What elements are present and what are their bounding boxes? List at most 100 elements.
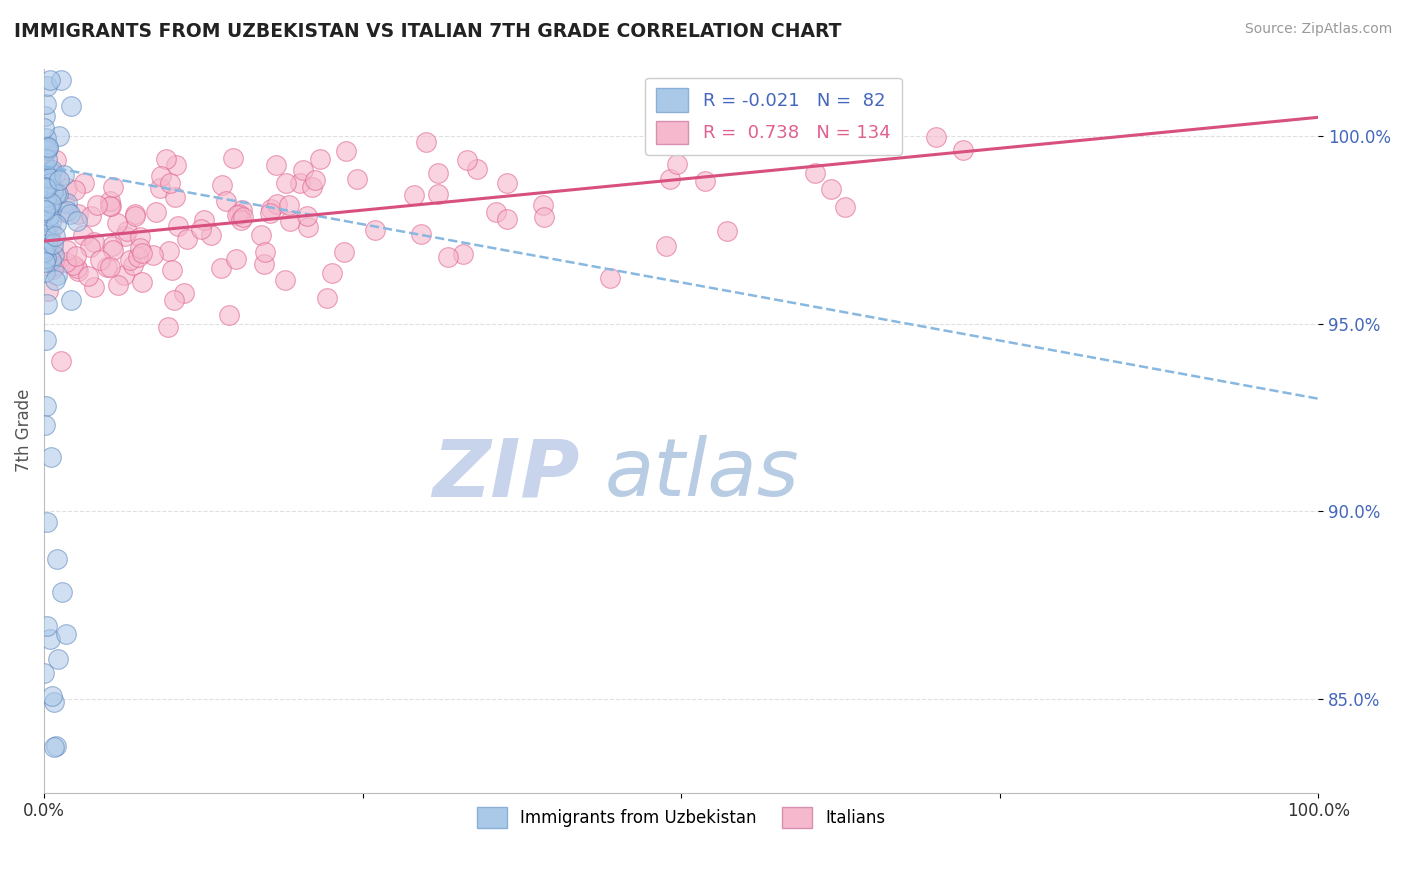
Text: ZIP: ZIP [432, 435, 579, 513]
Point [415, 136, 437, 150]
Point [34, 179, 56, 194]
Point [56, 203, 79, 218]
Point [55, 627, 77, 641]
Point [37, 139, 59, 153]
Point [218, 309, 240, 323]
Point [52, 169, 75, 183]
Point [34, 417, 56, 432]
Point [35, 297, 58, 311]
Point [124, 209, 146, 223]
Point [229, 213, 252, 227]
Point [34, 131, 56, 145]
Point [112, 268, 135, 282]
Point [309, 152, 332, 166]
Point [157, 244, 180, 259]
Point [209, 261, 232, 276]
Point [37, 214, 59, 228]
Point [44, 229, 66, 244]
Point [34, 139, 56, 153]
Point [56, 195, 79, 210]
Point [38, 632, 60, 647]
Point [115, 224, 138, 238]
Point [193, 213, 215, 227]
Point [77, 268, 100, 283]
Point [35, 153, 58, 167]
Point [66, 207, 89, 221]
Point [39, 196, 62, 211]
Point [37, 619, 59, 633]
Point [599, 271, 621, 285]
Point [131, 246, 153, 260]
Point [232, 211, 254, 225]
Point [45, 739, 67, 753]
Point [335, 145, 357, 159]
Point [42, 185, 65, 199]
Point [228, 207, 250, 221]
Point [39, 170, 62, 185]
Point [46, 552, 69, 566]
Point [34, 139, 56, 153]
Point [35, 181, 58, 195]
Point [159, 177, 181, 191]
Point [51, 584, 73, 599]
Point [35, 79, 58, 94]
Point [44, 272, 66, 286]
Point [304, 172, 326, 186]
Point [436, 250, 458, 264]
Point [98, 199, 121, 213]
Point [101, 238, 124, 252]
Point [665, 157, 688, 171]
Point [59, 99, 82, 113]
Point [66, 213, 89, 227]
Point [39, 224, 62, 238]
Point [45, 153, 67, 167]
Point [34, 333, 56, 347]
Point [346, 171, 368, 186]
Point [654, 238, 676, 252]
Point [98, 260, 121, 275]
Point [55, 254, 77, 268]
Point [260, 202, 283, 216]
Point [35, 194, 58, 209]
Point [103, 243, 125, 257]
Point [155, 153, 177, 167]
Point [35, 97, 58, 112]
Point [118, 253, 141, 268]
Point [165, 190, 187, 204]
Point [107, 277, 129, 292]
Point [211, 178, 233, 192]
Point [65, 183, 87, 197]
Point [89, 252, 111, 267]
Point [105, 216, 128, 230]
Point [426, 165, 449, 179]
Point [39, 450, 62, 464]
Point [695, 112, 717, 127]
Point [295, 209, 318, 223]
Point [404, 188, 426, 202]
Point [96, 260, 118, 274]
Point [45, 217, 67, 231]
Point [333, 244, 356, 259]
Point [533, 210, 555, 224]
Point [86, 198, 108, 212]
Point [231, 202, 253, 217]
Point [277, 198, 299, 212]
Point [266, 197, 288, 211]
Point [465, 162, 488, 177]
Point [288, 176, 311, 190]
Point [44, 186, 66, 201]
Point [363, 223, 385, 237]
Point [34, 265, 56, 279]
Point [34, 165, 56, 179]
Point [51, 72, 73, 87]
Point [32, 245, 55, 260]
Point [41, 162, 63, 177]
Point [456, 153, 478, 167]
Point [73, 177, 96, 191]
Point [222, 151, 245, 165]
Point [34, 241, 56, 255]
Point [37, 141, 59, 155]
Point [83, 235, 105, 250]
Point [37, 180, 59, 194]
Point [145, 204, 167, 219]
